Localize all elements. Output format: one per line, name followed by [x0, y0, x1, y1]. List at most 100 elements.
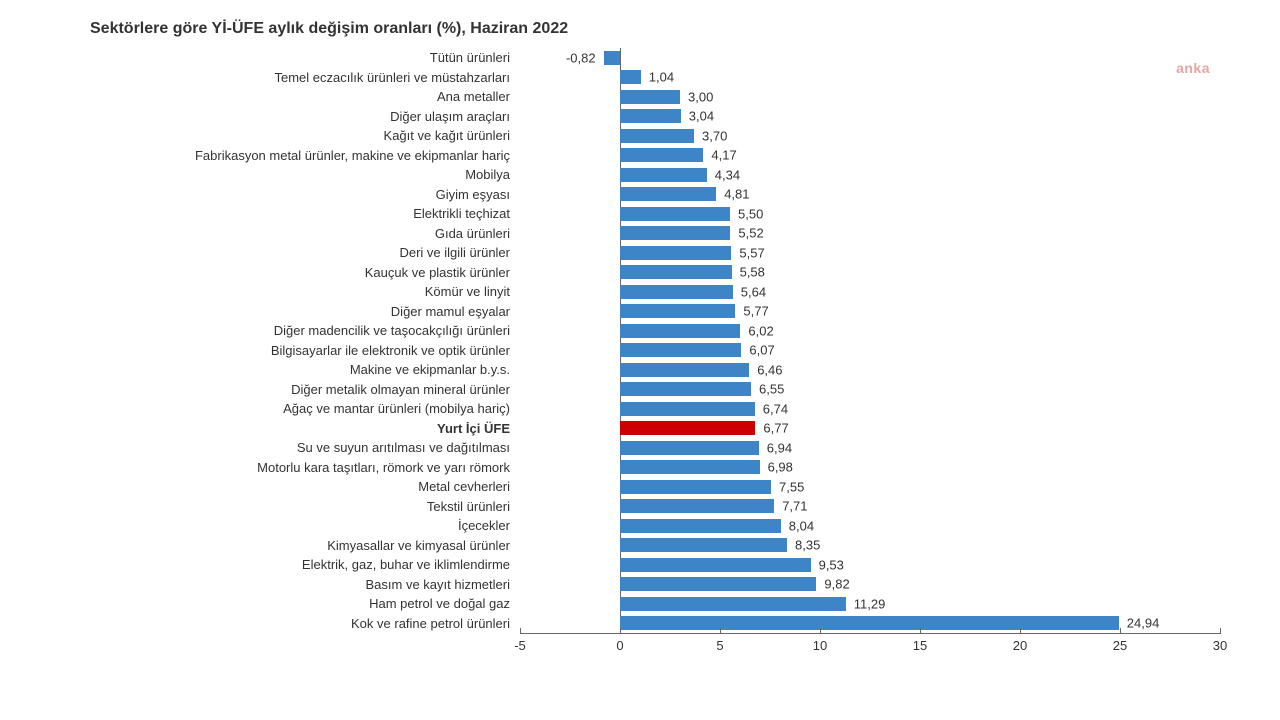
- category-label: Tekstil ürünleri: [90, 499, 520, 514]
- category-label: Ana metaller: [90, 89, 520, 104]
- value-label: 5,58: [740, 265, 765, 280]
- x-tick: [1020, 628, 1021, 634]
- category-label: Kauçuk ve plastik ürünler: [90, 265, 520, 280]
- bar: [620, 324, 740, 338]
- bar: [620, 577, 816, 591]
- bar-row: Diğer madencilik ve taşocakçılığı ürünle…: [90, 321, 1220, 341]
- x-tick: [1220, 628, 1221, 634]
- bar: [620, 304, 735, 318]
- bar-zone: 9,82: [520, 575, 1220, 595]
- x-tick: [720, 628, 721, 634]
- x-tick-label: 25: [1113, 638, 1127, 653]
- bar-row: Tütün ürünleri-0,82: [90, 48, 1220, 68]
- category-label: Diğer madencilik ve taşocakçılığı ürünle…: [90, 323, 520, 338]
- bar: [620, 382, 751, 396]
- bar: [620, 558, 811, 572]
- bar: [620, 265, 732, 279]
- value-label: 5,57: [739, 245, 764, 260]
- bar-row: Deri ve ilgili ürünler5,57: [90, 243, 1220, 263]
- bar: [620, 148, 703, 162]
- bar: [620, 460, 760, 474]
- bar-row: Ağaç ve mantar ürünleri (mobilya hariç) 6…: [90, 399, 1220, 419]
- x-tick: [520, 628, 521, 634]
- bar-zone: 6,77: [520, 419, 1220, 439]
- category-label: Gıda ürünleri: [90, 226, 520, 241]
- category-label: Kimyasallar ve kimyasal ürünler: [90, 538, 520, 553]
- category-label: Diğer ulaşım araçları: [90, 109, 520, 124]
- bar: [620, 90, 680, 104]
- bar: [620, 616, 1119, 630]
- bar: [620, 129, 694, 143]
- bar-zone: 8,04: [520, 516, 1220, 536]
- bar-zone: 5,64: [520, 282, 1220, 302]
- bar-row: Fabrikasyon metal ürünler, makine ve eki…: [90, 146, 1220, 166]
- bar-zone: 5,57: [520, 243, 1220, 263]
- value-label: 3,00: [688, 89, 713, 104]
- value-label: 6,98: [768, 460, 793, 475]
- bar: [620, 187, 716, 201]
- bar: [620, 597, 846, 611]
- bar-zone: 3,70: [520, 126, 1220, 146]
- value-label: 4,17: [711, 148, 736, 163]
- bar-row: Mobilya4,34: [90, 165, 1220, 185]
- bar-zone: 6,94: [520, 438, 1220, 458]
- x-tick: [1120, 628, 1121, 634]
- bar-zone: 4,34: [520, 165, 1220, 185]
- bar-zone: 3,04: [520, 107, 1220, 127]
- bar-row: Ham petrol ve doğal gaz11,29: [90, 594, 1220, 614]
- category-label: Kağıt ve kağıt ürünleri: [90, 128, 520, 143]
- value-label: 1,04: [649, 70, 674, 85]
- category-label: Fabrikasyon metal ürünler, makine ve eki…: [90, 148, 520, 163]
- bar-row: Kimyasallar ve kimyasal ürünler 8,35: [90, 536, 1220, 556]
- bar: [620, 226, 730, 240]
- bar-row: Bilgisayarlar ile elektronik ve optik ür…: [90, 341, 1220, 361]
- value-label: 9,82: [824, 577, 849, 592]
- bar: [620, 207, 730, 221]
- category-label: Bilgisayarlar ile elektronik ve optik ür…: [90, 343, 520, 358]
- category-label: Su ve suyun arıtılması ve dağıtılması: [90, 440, 520, 455]
- bar-zone: -0,82: [520, 48, 1220, 68]
- category-label: Ağaç ve mantar ürünleri (mobilya hariç): [90, 401, 520, 416]
- bar: [620, 70, 641, 84]
- category-label: Temel eczacılık ürünleri ve müstahzarlar…: [90, 70, 520, 85]
- bar-zone: 6,02: [520, 321, 1220, 341]
- bar-row: Su ve suyun arıtılması ve dağıtılması6,9…: [90, 438, 1220, 458]
- category-label: Basım ve kayıt hizmetleri: [90, 577, 520, 592]
- bar-zone: 6,98: [520, 458, 1220, 478]
- value-label: 3,70: [702, 128, 727, 143]
- value-label: 9,53: [819, 557, 844, 572]
- category-label: Giyim eşyası: [90, 187, 520, 202]
- bar-row: Diğer ulaşım araçları3,04: [90, 107, 1220, 127]
- category-label: Motorlu kara taşıtları, römork ve yarı r…: [90, 460, 520, 475]
- bar-zone: 8,35: [520, 536, 1220, 556]
- bar-row: İçecekler8,04: [90, 516, 1220, 536]
- value-label: 8,35: [795, 538, 820, 553]
- bar-zone: 4,17: [520, 146, 1220, 166]
- bar-zone: 6,46: [520, 360, 1220, 380]
- bar-row: Diğer metalik olmayan mineral ürünler6,5…: [90, 380, 1220, 400]
- bar: [620, 499, 774, 513]
- value-label: 6,74: [763, 401, 788, 416]
- x-tick: [620, 628, 621, 634]
- bar-zone: 1,04: [520, 68, 1220, 88]
- bar-zone: 7,71: [520, 497, 1220, 517]
- bar-zone: 4,81: [520, 185, 1220, 205]
- x-tick-label: 30: [1213, 638, 1227, 653]
- bar-zone: 5,77: [520, 302, 1220, 322]
- x-tick-label: -5: [514, 638, 526, 653]
- value-label: 6,55: [759, 382, 784, 397]
- bar-row: Elektrik, gaz, buhar ve iklimlendirme9,5…: [90, 555, 1220, 575]
- bar-row: Gıda ürünleri5,52: [90, 224, 1220, 244]
- bar-zone: 5,58: [520, 263, 1220, 283]
- x-tick-label: 10: [813, 638, 827, 653]
- category-label: İçecekler: [90, 518, 520, 533]
- bar-row: Makine ve ekipmanlar b.y.s.6,46: [90, 360, 1220, 380]
- category-label: Mobilya: [90, 167, 520, 182]
- bar-zone: 5,52: [520, 224, 1220, 244]
- bar-row: Giyim eşyası4,81: [90, 185, 1220, 205]
- bar-zone: 11,29: [520, 594, 1220, 614]
- bar-row: Tekstil ürünleri7,71: [90, 497, 1220, 517]
- value-label: 24,94: [1127, 616, 1160, 631]
- chart-container: Sektörlere göre Yİ-ÜFE aylık değişim ora…: [0, 0, 1280, 720]
- value-label: 6,02: [748, 323, 773, 338]
